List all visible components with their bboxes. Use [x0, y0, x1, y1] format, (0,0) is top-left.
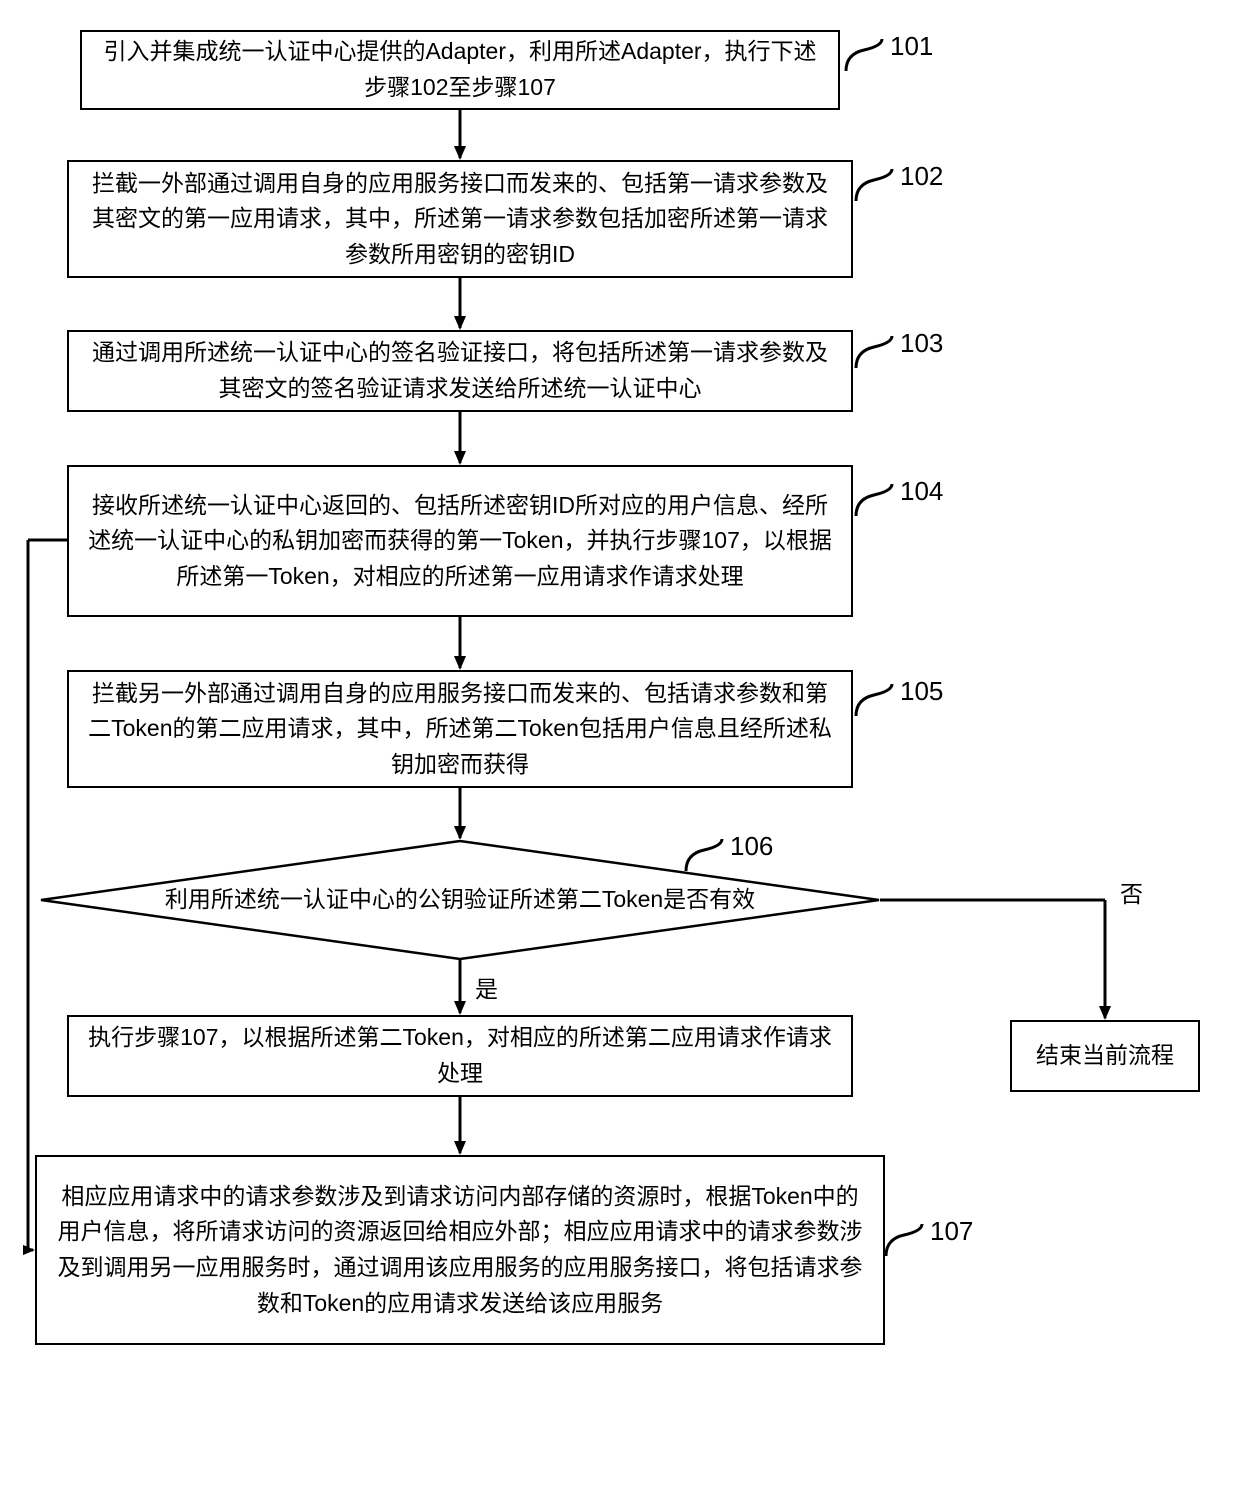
- node-text: 结束当前流程: [1036, 1038, 1174, 1074]
- step-bracket: [844, 35, 884, 73]
- step-label-107: 107: [930, 1216, 973, 1247]
- flow-node-n107: 相应应用请求中的请求参数涉及到请求访问内部存储的资源时，根据Token中的用户信…: [35, 1155, 885, 1345]
- flow-node-n103: 通过调用所述统一认证中心的签名验证接口，将包括所述第一请求参数及其密文的签名验证…: [67, 330, 853, 412]
- step-bracket: [854, 480, 894, 518]
- step-label-103: 103: [900, 328, 943, 359]
- step-bracket: [854, 680, 894, 718]
- step-bracket: [854, 165, 894, 203]
- node-text: 拦截另一外部通过调用自身的应用服务接口而发来的、包括请求参数和第二Token的第…: [83, 676, 837, 783]
- step-label-104: 104: [900, 476, 943, 507]
- step-bracket: [684, 835, 724, 873]
- flow-node-n105: 拦截另一外部通过调用自身的应用服务接口而发来的、包括请求参数和第二Token的第…: [67, 670, 853, 788]
- flow-node-n102: 拦截一外部通过调用自身的应用服务接口而发来的、包括第一请求参数及其密文的第一应用…: [67, 160, 853, 278]
- step-label-105: 105: [900, 676, 943, 707]
- flow-node-n101: 引入并集成统一认证中心提供的Adapter，利用所述Adapter，执行下述步骤…: [80, 30, 840, 110]
- node-text: 相应应用请求中的请求参数涉及到请求访问内部存储的资源时，根据Token中的用户信…: [51, 1179, 869, 1322]
- edge-label: 是: [475, 970, 498, 1004]
- step-label-106: 106: [730, 831, 773, 862]
- node-text: 通过调用所述统一认证中心的签名验证接口，将包括所述第一请求参数及其密文的签名验证…: [83, 335, 837, 406]
- flow-node-n107a: 执行步骤107，以根据所述第二Token，对相应的所述第二应用请求作请求处理: [67, 1015, 853, 1097]
- step-label-102: 102: [900, 161, 943, 192]
- flow-node-nEnd: 结束当前流程: [1010, 1020, 1200, 1092]
- edge-label: 否: [1120, 875, 1143, 909]
- step-bracket: [884, 1220, 924, 1258]
- node-text: 接收所述统一认证中心返回的、包括所述密钥ID所对应的用户信息、经所述统一认证中心…: [83, 488, 837, 595]
- node-text: 拦截一外部通过调用自身的应用服务接口而发来的、包括第一请求参数及其密文的第一应用…: [83, 166, 837, 273]
- flow-node-n104: 接收所述统一认证中心返回的、包括所述密钥ID所对应的用户信息、经所述统一认证中心…: [67, 465, 853, 617]
- node-text: 执行步骤107，以根据所述第二Token，对相应的所述第二应用请求作请求处理: [83, 1020, 837, 1091]
- node-text: 利用所述统一认证中心的公钥验证所述第二Token是否有效: [165, 882, 755, 918]
- step-bracket: [854, 332, 894, 370]
- step-label-101: 101: [890, 31, 933, 62]
- flowchart-canvas: 是 否 引入并集成统一认证中心提供的Adapter，利用所述Adapter，执行下述…: [20, 20, 1220, 1470]
- node-text: 引入并集成统一认证中心提供的Adapter，利用所述Adapter，执行下述步骤…: [96, 34, 824, 105]
